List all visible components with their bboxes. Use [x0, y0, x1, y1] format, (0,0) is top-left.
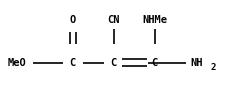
Text: CN: CN: [107, 15, 120, 25]
Text: C: C: [110, 58, 117, 68]
Text: 2: 2: [210, 63, 216, 72]
Text: MeO: MeO: [8, 58, 27, 68]
Text: NHMe: NHMe: [142, 15, 167, 25]
Text: C: C: [151, 58, 158, 68]
Text: O: O: [70, 15, 76, 25]
Text: NH: NH: [190, 58, 203, 68]
Text: C: C: [70, 58, 76, 68]
